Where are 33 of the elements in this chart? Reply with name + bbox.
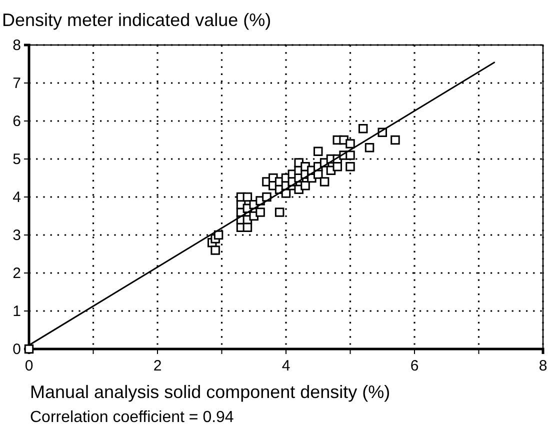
point: [314, 146, 323, 156]
point: [390, 135, 400, 145]
point: [274, 208, 284, 217]
point: [210, 246, 220, 255]
x-tick-label: 4: [282, 358, 290, 374]
point: [332, 162, 342, 172]
x-axis-title: Manual analysis solid component density (%): [30, 382, 390, 402]
point: [364, 142, 374, 152]
point: [24, 344, 34, 354]
point: [346, 162, 355, 172]
point: [346, 150, 355, 160]
x-tick-label: 8: [538, 358, 548, 374]
point: [358, 124, 368, 134]
x-tick-label: 0: [24, 358, 34, 374]
text: Correlation coefficient = 0.94: [30, 409, 234, 425]
y-axis-title: Density meter indicated value (%): [2, 10, 272, 30]
y-tick-label: 6: [12, 112, 21, 130]
point: [256, 208, 265, 217]
point: [346, 139, 355, 148]
point: [300, 180, 310, 190]
y-tick-label: 3: [12, 226, 21, 244]
y-tick-label: 2: [12, 264, 21, 282]
y-tick-label: 7: [12, 74, 21, 92]
point: [320, 177, 330, 186]
y-tick-label: 8: [12, 36, 21, 54]
point: [242, 222, 252, 232]
point: [242, 192, 252, 202]
y-tick-label: 5: [12, 150, 21, 168]
y-tick-label: 0: [12, 340, 21, 358]
y-tick-label: 1: [12, 302, 21, 320]
x-tick-label: 6: [410, 358, 419, 374]
x-tick-label: 2: [153, 358, 162, 374]
y-tick-label: 4: [12, 188, 21, 206]
